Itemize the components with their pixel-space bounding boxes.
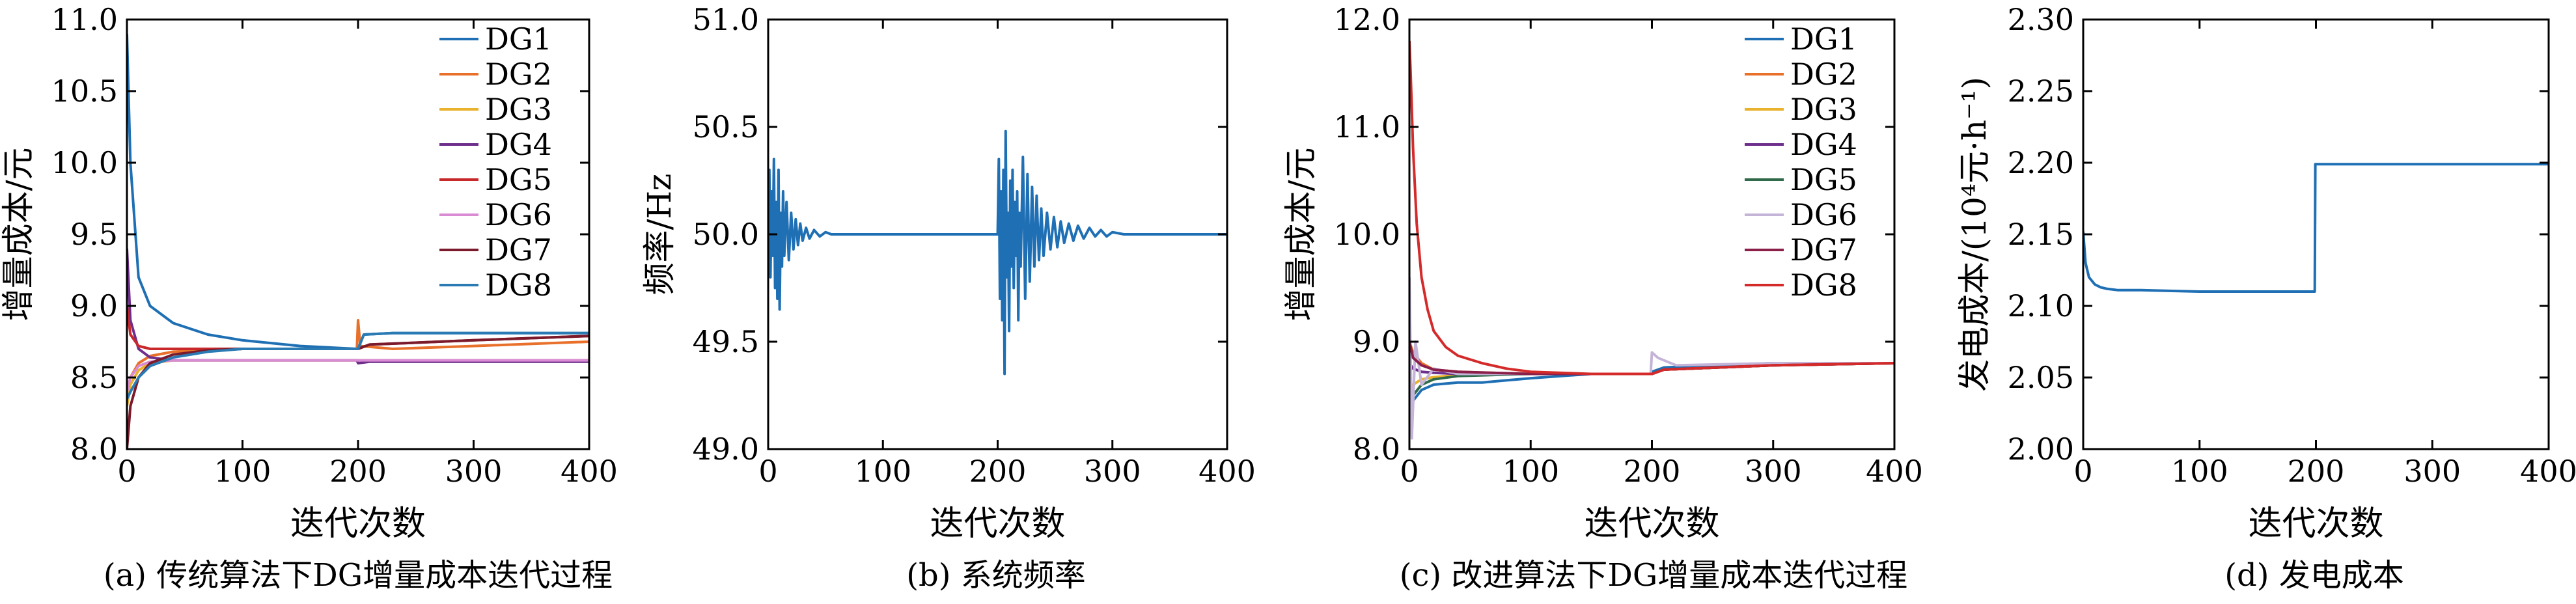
- y-tick-label: 10.0: [51, 145, 118, 180]
- x-tick-label: 200: [329, 454, 387, 489]
- legend-label-dg3: DG3: [1790, 92, 1857, 127]
- x-tick-label: 0: [117, 454, 136, 489]
- y-tick-label: 11.0: [1334, 109, 1400, 144]
- y-tick-label: 51.0: [693, 2, 759, 37]
- y-tick-label: 10.0: [1334, 217, 1400, 252]
- panel-a: 0 100 200 300 400 8.0 8.5 9.0 9.5 10.0 10.5 11.0 DG1…: [0, 2, 618, 594]
- x-tick-label: 0: [758, 454, 777, 489]
- x-tick-label: 100: [214, 454, 271, 489]
- legend-label-dg2: DG2: [485, 57, 552, 92]
- y-tick-label: 2.20: [2008, 145, 2074, 180]
- panel-a-plot-area: 0 100 200 300 400 8.0 8.5 9.0 9.5 10.0 10.5 11.0 DG1…: [51, 2, 618, 489]
- x-tick-label: 200: [1624, 454, 1681, 489]
- panel-d-x-axis-label: 迭代次数: [2248, 504, 2383, 543]
- y-tick-label: 9.5: [70, 217, 118, 252]
- legend-label-dg8: DG8: [1790, 268, 1857, 303]
- y-tick-label: 50.0: [693, 217, 759, 252]
- y-tick-label: 2.25: [2008, 74, 2074, 109]
- y-tick-label: 49.0: [693, 432, 759, 467]
- series-line-dg8: [127, 331, 589, 400]
- panel-b-y-axis-label: 频率/Hz: [641, 174, 678, 295]
- x-tick-label: 300: [2403, 454, 2461, 489]
- panel-a-y-axis-label: 增量成本/元: [0, 148, 37, 322]
- legend-label-dg1: DG1: [1790, 21, 1857, 57]
- x-tick-label: 100: [2171, 454, 2228, 489]
- legend-label-dg3: DG3: [485, 92, 552, 127]
- series-line-1: [2083, 163, 2549, 293]
- y-tick-label: 9.0: [70, 288, 118, 323]
- x-tick-label: 200: [969, 454, 1027, 489]
- x-tick-label: 400: [1866, 454, 1923, 489]
- y-tick-label: 10.5: [51, 74, 118, 109]
- legend-label-dg1: DG1: [485, 21, 552, 57]
- series-line-dg3: [127, 359, 589, 407]
- series-group: [1409, 40, 1894, 440]
- y-tick-label: 50.5: [693, 109, 759, 144]
- x-tick-label: 200: [2288, 454, 2345, 489]
- legend-label-dg8: DG8: [485, 268, 552, 303]
- legend-label-dg4: DG4: [1790, 127, 1857, 162]
- x-tick-label: 100: [854, 454, 911, 489]
- x-tick-label: 0: [1400, 454, 1419, 489]
- panel-d-caption: (d) 发电成本: [2224, 557, 2403, 594]
- panel-b-plot-area: 0 100 200 300 400 49.0 49.5 50.0 50.5 51.0: [693, 2, 1256, 489]
- y-tick-label: 9.0: [1353, 324, 1400, 359]
- legend-label-dg7: DG7: [485, 232, 552, 268]
- legend-label-dg2: DG2: [1790, 57, 1857, 92]
- x-tick-label: 400: [561, 454, 618, 489]
- panel-b-x-axis-label: 迭代次数: [930, 504, 1065, 543]
- panel-b-caption: (b) 系统频率: [906, 557, 1085, 594]
- panel-c-plot-area: 0 100 200 300 400 8.0 9.0 10.0 11.0 12.0 DG1DG2DG3…: [1334, 2, 1923, 489]
- series-group: [768, 130, 1227, 376]
- x-tick-label: 300: [1084, 454, 1141, 489]
- panel-a-caption: (a) 传统算法下DG增量成本迭代过程: [104, 557, 613, 594]
- y-tick-label: 12.0: [1334, 2, 1400, 37]
- legend-label-dg7: DG7: [1790, 232, 1857, 268]
- y-tick-label: 2.05: [2008, 360, 2074, 395]
- panel-d-y-axis-label: 发电成本/(10⁴元·h⁻¹): [1956, 77, 1993, 392]
- series-group: [2083, 163, 2549, 293]
- legend-label-dg5: DG5: [1790, 162, 1857, 197]
- y-tick-label: 11.0: [51, 2, 118, 37]
- series-line-dg6: [127, 359, 589, 392]
- x-tick-label: 100: [1502, 454, 1559, 489]
- panel-c-y-axis-label: 增量成本/元: [1282, 148, 1320, 322]
- y-tick-label: 49.5: [693, 324, 759, 359]
- legend-label-dg5: DG5: [485, 162, 552, 197]
- series-group: [127, 33, 589, 449]
- panel-c-caption: (c) 改进算法下DG增量成本迭代过程: [1400, 557, 1907, 594]
- panel-c-x-axis-label: 迭代次数: [1584, 504, 1719, 543]
- y-tick-label: 8.5: [70, 360, 118, 395]
- panel-c: 0 100 200 300 400 8.0 9.0 10.0 11.0 12.0 DG1DG2DG3…: [1282, 2, 1923, 594]
- x-tick-label: 0: [2073, 454, 2092, 489]
- x-tick-label: 300: [1745, 454, 1802, 489]
- x-tick-label: 400: [2520, 454, 2576, 489]
- panel-a-x-axis-label: 迭代次数: [290, 504, 426, 543]
- y-tick-label: 8.0: [70, 432, 118, 467]
- x-tick-label: 400: [1198, 454, 1256, 489]
- y-tick-label: 2.15: [2008, 217, 2074, 252]
- legend-label-dg4: DG4: [485, 127, 552, 162]
- y-tick-label: 2.00: [2008, 432, 2074, 467]
- legend-label-dg6: DG6: [485, 197, 552, 232]
- y-tick-label: 2.10: [2008, 288, 2074, 323]
- y-tick-label: 2.30: [2008, 2, 2074, 37]
- series-line-dg8: [1409, 40, 1894, 376]
- series-line-1: [768, 130, 1227, 376]
- panel-d-plot-area: 0 100 200 300 400 2.00 2.05 2.10 2.15 2.20 2.25 2.3…: [2008, 2, 2576, 489]
- legend-label-dg6: DG6: [1790, 197, 1857, 232]
- panel-d: 0 100 200 300 400 2.00 2.05 2.10 2.15 2.20 2.25 2.3…: [1956, 2, 2576, 594]
- y-tick-label: 8.0: [1353, 432, 1400, 467]
- x-tick-label: 300: [445, 454, 503, 489]
